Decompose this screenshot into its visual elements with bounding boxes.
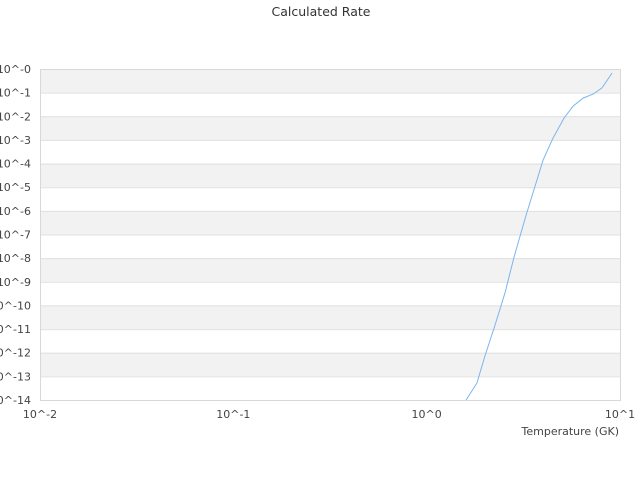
plot-border (40, 69, 621, 401)
rate-line (465, 72, 613, 401)
x-tick-label: 10^0 (412, 408, 442, 421)
y-tick-label: 10^-4 (0, 158, 31, 171)
grid-band (40, 234, 620, 259)
y-tick-label: 10^-3 (0, 134, 31, 147)
y-tick-label: 10^-0 (0, 63, 31, 76)
y-tick-label: 10^-11 (0, 323, 31, 336)
y-tick-label: 10^-5 (0, 181, 31, 194)
plot-bands (40, 69, 620, 400)
grid-band (40, 69, 620, 93)
y-axis: 10^-0 10^-1 10^-2 10^-3 10^-4 10^-5 10^-6 10^-7… (0, 63, 31, 407)
x-axis: 10^-2 10^-1 10^0 10^1 (23, 408, 635, 421)
y-tick-label: 10^-8 (0, 252, 31, 265)
y-tick-label: 10^-12 (0, 347, 31, 360)
y-tick-label: 10^-1 (0, 87, 31, 100)
grid-band (40, 163, 620, 188)
y-tick-label: 10^-2 (0, 110, 31, 123)
grid-band (40, 116, 620, 140)
x-tick-label: 10^-1 (216, 408, 250, 421)
grid-band (40, 352, 620, 377)
grid-band (40, 187, 620, 211)
chart-title: Calculated Rate (272, 4, 371, 19)
x-tick-label: 10^-2 (23, 408, 57, 421)
grid-band (40, 329, 620, 353)
y-tick-label: 10^-9 (0, 276, 31, 289)
grid-band (40, 139, 620, 164)
y-tick-label: 10^-6 (0, 205, 31, 218)
x-tick-label: 10^1 (605, 408, 635, 421)
grid-band (40, 281, 620, 306)
x-axis-label: Temperature (GK) (521, 425, 620, 438)
y-tick-label: 10^-7 (0, 229, 31, 242)
y-tick-label: 10^-13 (0, 370, 31, 383)
grid-band (40, 305, 620, 330)
grid-band (40, 376, 620, 400)
grid-band (40, 210, 620, 235)
series-group (465, 72, 613, 401)
y-tick-label: 10^-10 (0, 299, 31, 312)
grid-band (40, 92, 620, 117)
grid-band (40, 258, 620, 282)
y-tick-label: 10^-14 (0, 394, 31, 407)
